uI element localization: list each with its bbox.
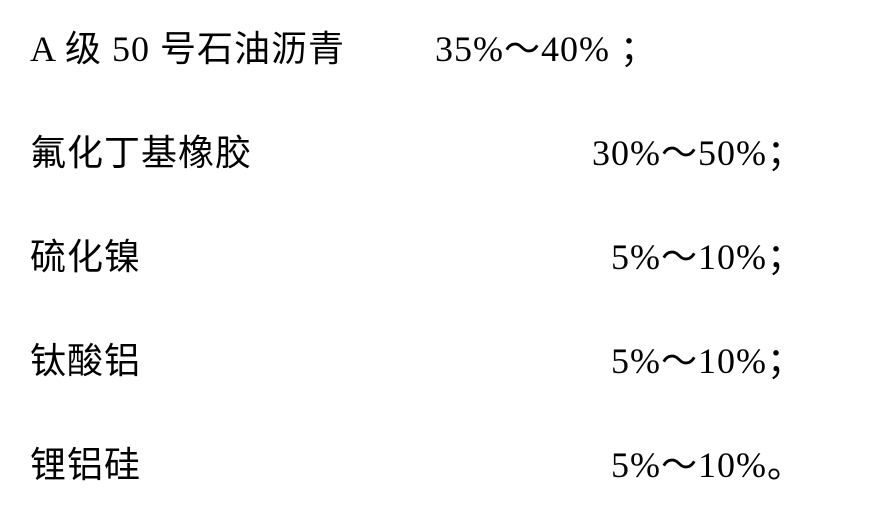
table-row: 锂铝硅 5%～10%。 — [30, 436, 864, 488]
table-row: 钛酸铝 5%～10%； — [30, 332, 864, 384]
ingredient-label: 锂铝硅 — [30, 436, 141, 488]
ingredient-label: 氟化丁基橡胶 — [30, 124, 252, 176]
value-container: 5%～10%； — [141, 228, 864, 280]
percentage-value: 5%～10%； — [611, 228, 804, 280]
percentage-value: 5%～10%。 — [611, 436, 804, 488]
value-container: 5%～10%。 — [141, 436, 864, 488]
value-container: 35%～40% ； — [345, 20, 864, 72]
percentage-value: 30%～50%； — [592, 124, 804, 176]
ingredient-label: 钛酸铝 — [30, 332, 141, 384]
percentage-value: 35%～40% ； — [435, 20, 657, 72]
table-row: 硫化镍 5%～10%； — [30, 228, 864, 280]
table-row: 氟化丁基橡胶 30%～50%； — [30, 124, 864, 176]
ingredient-label: A 级 50 号石油沥青 — [30, 20, 345, 72]
composition-table: A 级 50 号石油沥青 35%～40% ； 氟化丁基橡胶 30%～50%； 硫… — [30, 20, 864, 488]
ingredient-label: 硫化镍 — [30, 228, 141, 280]
percentage-value: 5%～10%； — [611, 332, 804, 384]
value-container: 30%～50%； — [252, 124, 864, 176]
table-row: A 级 50 号石油沥青 35%～40% ； — [30, 20, 864, 72]
value-container: 5%～10%； — [141, 332, 864, 384]
